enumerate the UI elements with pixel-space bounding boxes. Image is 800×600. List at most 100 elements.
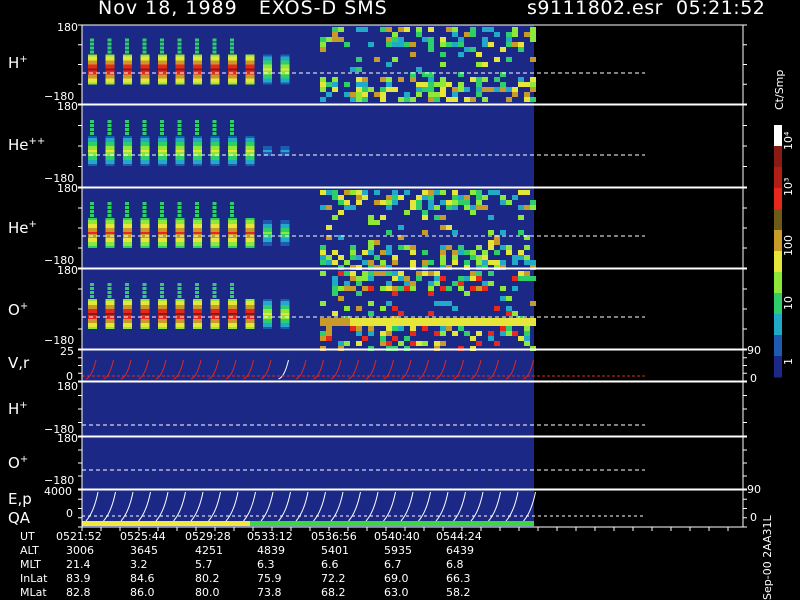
heatmap-cell: [140, 232, 150, 234]
heatmap-cell: [458, 200, 464, 205]
heatmap-cell: [494, 306, 500, 311]
heatmap-cell: [245, 240, 255, 242]
heatmap-cell: [422, 215, 428, 220]
heatmap-cell: [140, 58, 150, 61]
heatmap-cell: [88, 228, 97, 230]
heatmap-cell: [428, 82, 434, 87]
heatmap-cell: [500, 82, 506, 87]
heatmap-cell: [452, 87, 458, 92]
heatmap-cell: [142, 283, 147, 286]
tick-label: 0: [66, 370, 73, 383]
heatmap-cell: [320, 37, 326, 42]
heatmap-cell: [193, 78, 202, 81]
heatmap-cell: [140, 54, 150, 57]
heatmap-cell: [88, 236, 97, 238]
heatmap-cell: [140, 220, 150, 222]
heatmap-cell: [530, 87, 536, 92]
heatmap-cell: [158, 54, 167, 57]
heatmap-cell: [280, 327, 290, 329]
heatmap-cell: [386, 245, 392, 250]
heatmap-cell: [193, 218, 202, 220]
heatmap-cell: [530, 97, 536, 102]
heatmap-cell: [210, 74, 220, 77]
colorbar-segment: [774, 251, 782, 273]
heatmap-cell: [228, 315, 237, 317]
heatmap-cell: [158, 66, 167, 69]
heatmap-cell: [175, 164, 185, 166]
heatmap-cell: [380, 77, 386, 82]
heatmap-cell: [175, 156, 185, 158]
heatmap-cell: [193, 70, 202, 73]
heatmap-cell: [452, 190, 458, 195]
panel-label-o-plus: O+: [8, 301, 29, 319]
tick-label: 180: [57, 182, 78, 195]
heatmap-cell: [398, 27, 404, 32]
heatmap-cell: [175, 70, 185, 73]
energy-trace: [295, 491, 309, 522]
heatmap-cell: [356, 281, 362, 286]
heatmap-cell: [175, 305, 185, 307]
heatmap-cell: [140, 222, 150, 224]
orbit-table-cell: 21.4: [66, 558, 91, 571]
heatmap-cell: [410, 286, 416, 291]
heatmap-cell: [158, 321, 167, 323]
orbit-table-cell: 80.2: [195, 572, 220, 585]
heatmap-cell: [422, 318, 428, 326]
heatmap-cell: [105, 54, 115, 57]
heatmap-cell: [228, 230, 237, 232]
heatmap-cell: [263, 230, 272, 232]
heatmap-cell: [428, 92, 434, 97]
heatmap-cell: [88, 162, 97, 164]
heatmap-cell: [416, 205, 422, 210]
heatmap-cell: [88, 327, 97, 329]
heatmap-cell: [280, 232, 290, 234]
heatmap-cell: [446, 205, 452, 210]
colorbar-segment: [774, 230, 782, 252]
heatmap-cell: [428, 200, 434, 205]
heatmap-cell: [105, 140, 115, 142]
heatmap-cell: [212, 46, 217, 50]
heatmap-cell: [452, 205, 458, 210]
velocity-trace: [348, 359, 359, 380]
heatmap-cell: [140, 78, 150, 81]
heatmap-cell: [404, 27, 410, 32]
heatmap-cell: [512, 318, 518, 326]
heatmap-cell: [440, 276, 446, 281]
heatmap-cell: [210, 64, 220, 67]
heatmap-cell: [344, 42, 350, 47]
heatmap-cell: [140, 150, 150, 152]
heatmap-cell: [123, 146, 132, 148]
heatmap-cell: [332, 77, 338, 82]
heatmap-cell: [356, 291, 362, 296]
heatmap-cell: [518, 271, 524, 276]
heatmap-cell: [263, 234, 272, 236]
heatmap-cell: [326, 205, 332, 210]
energy-trace: [453, 491, 466, 522]
heatmap-cell: [193, 226, 202, 228]
heatmap-cell: [263, 220, 272, 222]
heatmap-cell: [142, 46, 147, 50]
heatmap-cell: [280, 220, 290, 222]
orbit-table-cell: 80.0: [195, 586, 220, 599]
heatmap-cell: [458, 87, 464, 92]
heatmap-cell: [107, 287, 112, 290]
heatmap-cell: [512, 286, 518, 291]
heatmap-cell: [392, 190, 398, 195]
heatmap-cell: [107, 291, 112, 294]
tick-label: 180: [57, 100, 78, 113]
heatmap-cell: [210, 321, 220, 323]
heatmap-cell: [107, 50, 112, 54]
heatmap-cell: [263, 299, 272, 301]
heatmap-cell: [140, 313, 150, 315]
heatmap-cell: [404, 318, 410, 326]
heatmap-cell: [500, 72, 506, 77]
heatmap-cell: [392, 306, 398, 311]
heatmap-cell: [228, 224, 237, 226]
heatmap-cell: [263, 311, 272, 313]
velocity-trace: [453, 359, 464, 380]
orbit-table-cell: 73.8: [257, 586, 282, 599]
colorbar-tick: 10: [782, 296, 795, 310]
heatmap-cell: [140, 162, 150, 164]
heatmap-cell: [175, 68, 185, 71]
heatmap-cell: [280, 76, 290, 79]
